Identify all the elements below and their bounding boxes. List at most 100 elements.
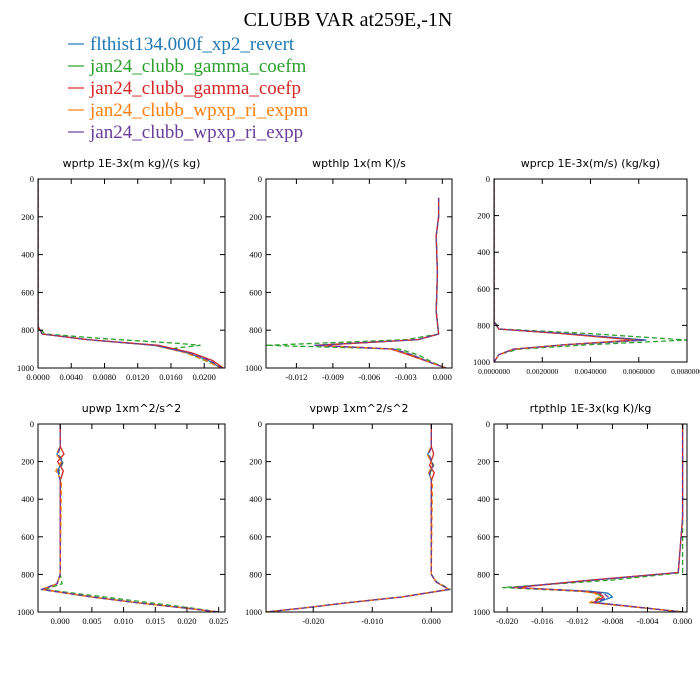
y-tick-label: 800 [477, 569, 490, 579]
legend: flthist134.000f_xp2_revertjan24_clubb_ga… [68, 34, 309, 143]
y-tick-label: 0 [258, 419, 262, 429]
series-line [43, 424, 219, 612]
x-tick-label: -0.004 [637, 616, 660, 626]
x-tick-label: 0.0080000 [671, 367, 700, 376]
x-tick-label: 0.010 [114, 616, 133, 626]
series-line [266, 424, 450, 612]
y-tick-label: 800 [21, 325, 34, 335]
series-line [266, 424, 450, 612]
chart-panel: vpwp 1xm^2/s^2 0 200 400 600 800 1000 -0.020 -0.… [245, 402, 453, 626]
plot-frame [37, 423, 226, 613]
plot-frame [493, 423, 688, 613]
x-tick-label: 0.005 [82, 616, 101, 626]
panel-title: wpthlp 1x(m K)/s [312, 157, 406, 170]
x-tick-label: -0.012 [285, 372, 307, 382]
series-group [502, 424, 684, 612]
x-tick-label: 0.015 [146, 616, 165, 626]
series-line [511, 424, 684, 612]
y-tick-label: 1000 [245, 363, 262, 373]
y-tick-label: 200 [21, 457, 34, 467]
figure-title: CLUBB VAR at259E,-1N [244, 9, 453, 31]
series-group [38, 179, 224, 368]
series-group [266, 197, 447, 368]
x-tick-label: -0.006 [358, 372, 380, 382]
series-line [515, 424, 684, 612]
x-tick-label: 0.000 [51, 616, 70, 626]
plot-frame [265, 178, 453, 369]
panel-title: wprtp 1E-3x(m kg)/(s kg) [63, 157, 201, 170]
panel-title: upwp 1xm^2/s^2 [82, 402, 182, 415]
x-tick-label: 0.0160 [159, 372, 182, 382]
x-tick-label: 0.0000000 [478, 367, 510, 376]
legend-entry: jan24_clubb_wpxp_ri_expm [89, 100, 309, 121]
y-tick-label: 200 [477, 211, 490, 221]
series-group [266, 424, 451, 612]
y-tick-label: 0 [486, 419, 490, 429]
y-tick-label: 200 [477, 457, 490, 467]
x-tick-label: -0.003 [395, 372, 417, 382]
x-tick-label: 0.0020000 [526, 367, 558, 376]
series-line [494, 179, 687, 362]
series-line [315, 197, 447, 368]
x-tick-label: -0.020 [302, 616, 324, 626]
legend-entry: jan24_clubb_gamma_coefm [89, 56, 307, 77]
chart-panel: upwp 1xm^2/s^2 0 200 400 600 800 1000 0.000 0.00… [17, 402, 228, 626]
series-line [266, 424, 451, 612]
legend-entry: jan24_clubb_gamma_coefp [89, 78, 301, 99]
y-tick-label: 800 [477, 320, 490, 330]
y-tick-label: 600 [249, 532, 262, 542]
panel-title: wprcp 1E-3x(m/s) (kg/kg) [521, 157, 660, 170]
y-tick-label: 200 [249, 212, 262, 222]
x-tick-label: -0.009 [322, 372, 344, 382]
y-tick-label: 600 [249, 287, 262, 297]
x-tick-label: 0.020 [177, 616, 196, 626]
x-tick-label: -0.020 [496, 616, 518, 626]
x-tick-label: -0.012 [566, 616, 588, 626]
panel-grid: wprtp 1E-3x(m kg)/(s kg) 0 200 400 600 800 100… [17, 157, 700, 626]
x-tick-label: 0.0060000 [623, 367, 655, 376]
y-tick-label: 0 [486, 174, 490, 184]
series-line [41, 424, 219, 612]
x-tick-label: -0.016 [531, 616, 553, 626]
panel-title: rtpthlp 1E-3x(kg K)/kg [530, 402, 652, 415]
x-tick-label: 0.0040000 [575, 367, 607, 376]
chart-panel: wprtp 1E-3x(m kg)/(s kg) 0 200 400 600 800 100… [17, 157, 226, 382]
y-tick-label: 400 [477, 247, 490, 257]
y-tick-label: 1000 [473, 607, 490, 617]
series-line [38, 179, 223, 368]
y-tick-label: 0 [258, 174, 262, 184]
y-tick-label: 600 [21, 287, 34, 297]
y-tick-label: 1000 [473, 357, 490, 367]
series-line [40, 424, 219, 612]
y-tick-label: 400 [21, 250, 34, 260]
chart-panel: wprcp 1E-3x(m/s) (kg/kg) 0 200 400 600 800 100… [473, 157, 700, 376]
x-tick-label: 0.0040 [60, 372, 83, 382]
plot-frame [265, 423, 453, 613]
x-tick-label: 0.000 [433, 372, 452, 382]
y-tick-label: 0 [30, 419, 34, 429]
series-line [510, 424, 684, 612]
series-line [266, 424, 450, 612]
y-tick-label: 1000 [245, 607, 262, 617]
y-tick-label: 800 [249, 325, 262, 335]
x-tick-label: 0.000 [422, 616, 441, 626]
y-tick-label: 400 [249, 494, 262, 504]
y-tick-label: 400 [249, 250, 262, 260]
y-tick-label: 800 [249, 569, 262, 579]
legend-entry: jan24_clubb_wpxp_ri_expp [89, 122, 303, 143]
plot-frame [493, 178, 688, 363]
series-line [41, 424, 219, 612]
y-tick-label: 200 [249, 457, 262, 467]
y-tick-label: 600 [21, 532, 34, 542]
chart-panel: rtpthlp 1E-3x(kg K)/kg02004006008001000-… [473, 402, 692, 626]
x-tick-label: 0.0120 [126, 372, 149, 382]
x-tick-label: -0.010 [361, 616, 383, 626]
series-group [40, 424, 219, 612]
legend-entry: flthist134.000f_xp2_revert [90, 34, 295, 55]
y-tick-label: 1000 [17, 607, 34, 617]
chart-panel: wpthlp 1x(m K)/s 0 200 400 600 800 1000 -0.012 -… [245, 157, 453, 382]
plot-frame [37, 178, 226, 369]
x-tick-label: 0.000 [673, 616, 692, 626]
series-line [38, 179, 223, 368]
